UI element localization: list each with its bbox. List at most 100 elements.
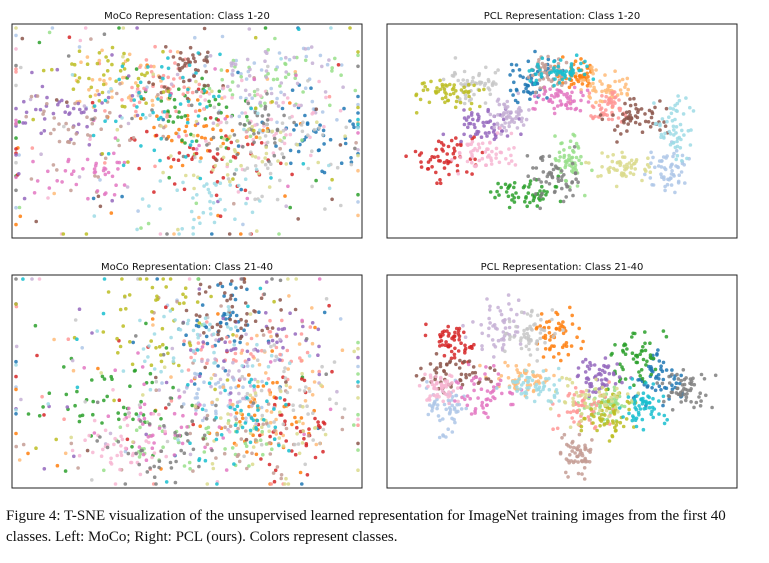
embedding-point [119,124,123,129]
embedding-point [17,153,21,157]
embedding-point [629,158,634,163]
embedding-point [95,61,100,66]
embedding-point [576,471,581,476]
embedding-point [242,454,246,459]
embedding-point [42,413,46,417]
embedding-point [537,93,541,98]
embedding-point [562,400,567,404]
embedding-point [266,402,271,406]
embedding-point [255,418,260,423]
embedding-point [628,103,633,108]
embedding-point [330,177,334,182]
embedding-point [484,120,489,125]
embedding-point [148,466,152,470]
embedding-point [659,159,664,163]
embedding-point [204,417,209,421]
embedding-point [582,466,587,470]
embedding-point [636,391,641,396]
embedding-point [181,413,185,418]
embedding-point [356,94,360,99]
embedding-point [209,294,213,299]
embedding-point [264,280,269,284]
embedding-point [285,390,290,395]
embedding-point [446,98,450,103]
embedding-point [183,129,187,134]
embedding-point [112,398,116,403]
embedding-point [273,36,277,41]
embedding-point [252,128,256,133]
embedding-point [422,81,426,85]
embedding-point [670,368,674,372]
embedding-point [636,108,641,112]
embedding-point [570,416,574,420]
embedding-point [110,377,114,382]
embedding-point [270,326,275,330]
embedding-point [602,382,606,387]
embedding-point [356,64,360,69]
embedding-point [234,334,239,338]
embedding-point [462,132,466,137]
embedding-point [100,374,105,379]
embedding-point [245,166,250,170]
embedding-point [657,359,662,363]
embedding-point [594,377,598,382]
embedding-point [432,383,437,388]
embedding-point [672,128,676,132]
embedding-point [238,340,242,345]
embedding-point [545,320,549,324]
embedding-point [173,318,177,322]
embedding-point [188,343,193,348]
embedding-point [211,332,216,337]
embedding-point [45,102,49,106]
embedding-point [52,337,56,342]
embedding-point [254,167,259,172]
embedding-point [561,324,565,329]
embedding-point [524,395,529,400]
embedding-point [441,77,446,82]
embedding-point [680,153,685,158]
embedding-point [603,99,607,104]
figure: MoCo Representation: Class 1-20 PCL Repr… [11,11,738,489]
embedding-point [300,371,304,376]
embedding-point [272,153,277,158]
embedding-point [443,100,447,105]
embedding-point [266,166,270,171]
embedding-point [518,342,523,346]
embedding-point [459,372,464,377]
embedding-point [116,411,120,415]
embedding-point [218,52,222,57]
embedding-point [619,132,623,136]
embedding-point [201,340,205,344]
embedding-point [353,88,358,93]
embedding-point [443,379,447,383]
embedding-point [236,144,241,148]
embedding-point [164,454,168,459]
embedding-point [162,314,166,319]
embedding-point [203,98,207,102]
embedding-point [320,364,324,369]
embedding-point [247,74,252,78]
embedding-point [250,364,255,368]
embedding-point [128,384,132,389]
embedding-point [130,94,135,98]
embedding-point [579,346,583,351]
embedding-point [435,380,439,385]
embedding-point [131,417,135,422]
embedding-point [466,362,471,367]
embedding-point [437,340,442,344]
embedding-point [121,54,125,59]
embedding-point [30,146,35,150]
embedding-point [599,400,604,405]
embedding-point [299,416,304,420]
embedding-point [596,174,600,179]
embedding-point [503,326,508,330]
embedding-point [713,373,718,378]
embedding-point [439,382,444,387]
embedding-point [295,432,299,436]
embedding-point [329,26,333,30]
embedding-point [248,190,252,195]
embedding-point [674,125,679,129]
embedding-point [90,78,95,82]
embedding-point [633,406,637,410]
embedding-point [165,112,169,117]
